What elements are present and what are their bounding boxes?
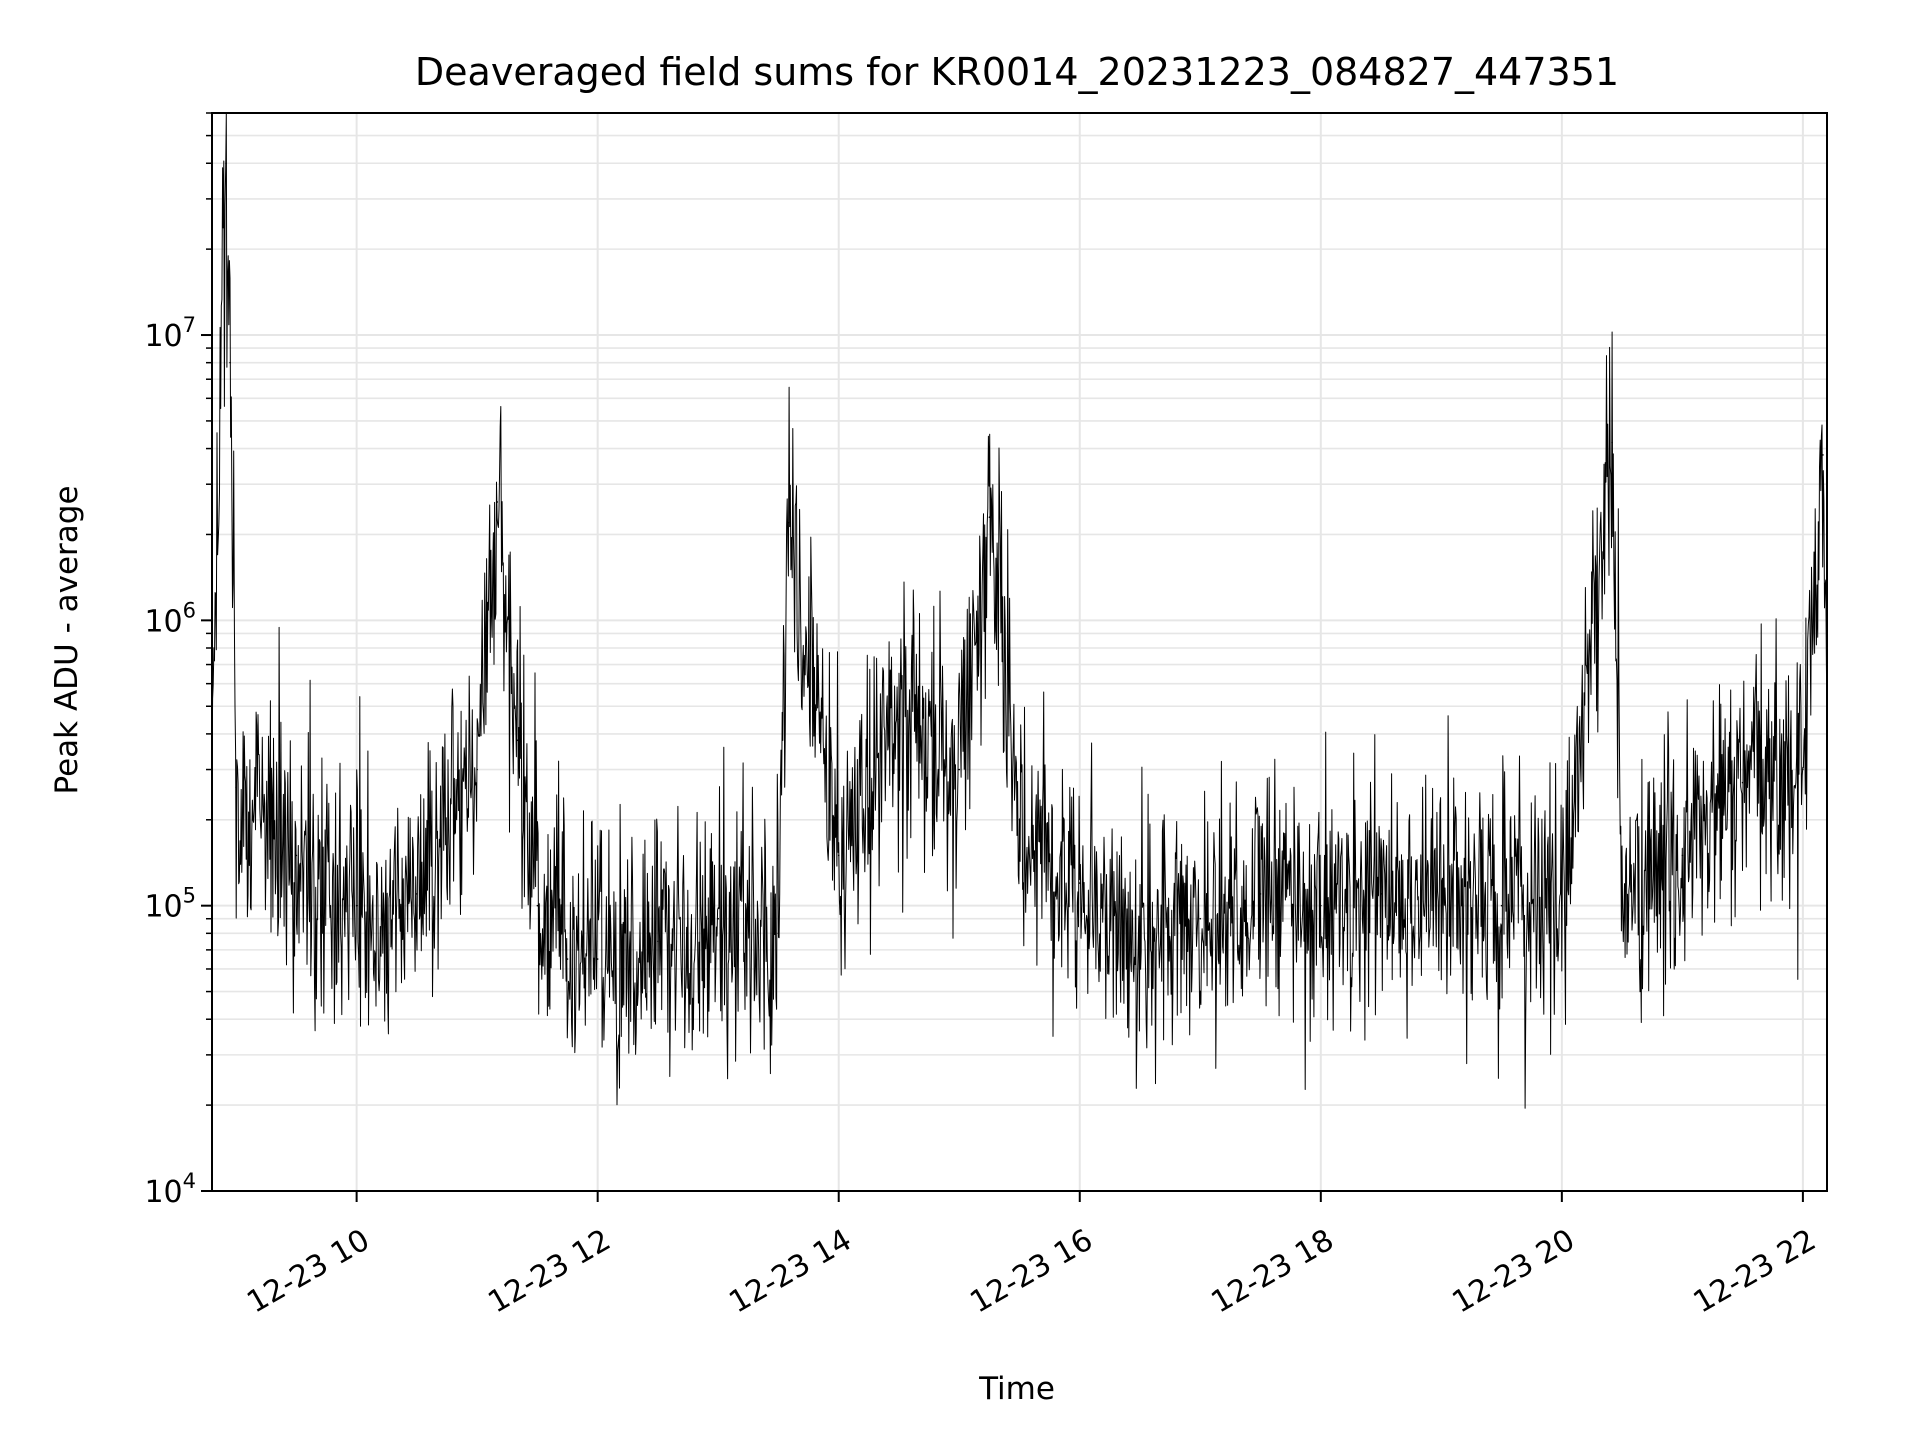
- data-point: [295, 854, 298, 857]
- data-point: [1621, 904, 1623, 907]
- y-tick-label: 105: [144, 884, 196, 925]
- data-point: [1611, 441, 1613, 444]
- data-point: [1741, 781, 1744, 784]
- data-point: [496, 501, 499, 503]
- data-point: [837, 854, 840, 857]
- data-point: [536, 904, 539, 907]
- data-point: [1500, 904, 1503, 907]
- data-point: [657, 940, 659, 943]
- data-point: [1139, 949, 1141, 951]
- data-point: [1259, 893, 1262, 895]
- y-tick-label: 104: [144, 1169, 196, 1210]
- x-axis-title: Time: [978, 1371, 1055, 1407]
- series-line-1: [211, 112, 1828, 1109]
- data-point: [225, 162, 227, 165]
- y-tick-label: 106: [144, 598, 196, 639]
- data-point: [1802, 768, 1804, 771]
- y-axis-title: Peak ADU - average: [49, 485, 85, 794]
- data-point: [777, 932, 780, 935]
- data-point: [1320, 904, 1322, 907]
- data-point: [1440, 893, 1443, 895]
- data-point: [898, 718, 900, 721]
- data-point: [416, 893, 418, 895]
- y-tick-label: 107: [144, 313, 196, 354]
- data-point: [229, 361, 231, 364]
- data-point: [476, 768, 478, 771]
- data-point: [1199, 917, 1202, 920]
- data-point: [1078, 882, 1081, 884]
- plot-frame: [211, 112, 1828, 1192]
- data-point: [355, 904, 358, 907]
- data-point: [988, 516, 991, 518]
- data-point: [566, 958, 569, 960]
- data-point: [717, 917, 719, 920]
- plot-area: [211, 112, 1828, 1109]
- data-point: [596, 958, 599, 960]
- data-point: [1380, 893, 1382, 895]
- data-point: [958, 768, 961, 771]
- data-point: [787, 521, 790, 524]
- data-point: [1561, 904, 1563, 907]
- data-point: [235, 786, 237, 789]
- data-point: [1018, 818, 1021, 821]
- data-point: [1681, 854, 1684, 857]
- data-point: [516, 739, 519, 742]
- y-axis: 104 105 106 107: [144, 112, 212, 1210]
- data-point: [1822, 454, 1824, 456]
- chart-title: Deaveraged field sums for KR0014_2023122…: [415, 50, 1619, 94]
